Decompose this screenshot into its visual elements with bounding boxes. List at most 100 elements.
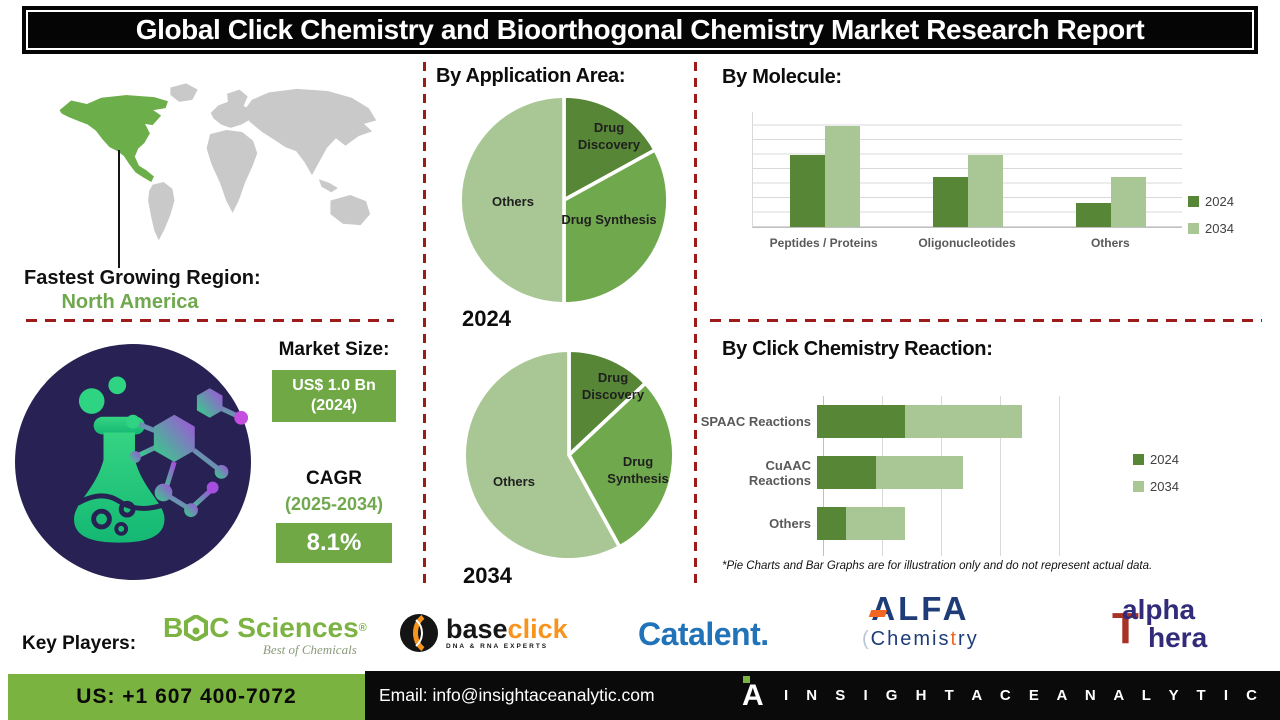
application-section-heading: By Application Area: <box>436 65 626 87</box>
cagr-value-box: 8.1% <box>276 523 392 563</box>
bar-track <box>817 405 1066 438</box>
pie-label-others: Others <box>493 474 535 489</box>
key-players-label: Key Players: <box>22 633 137 654</box>
logo-catalent: Catalent. <box>638 616 769 652</box>
pie-chart-2024: Drug Discovery Drug Synthesis Others <box>458 94 670 306</box>
bar-2034 <box>1110 176 1146 227</box>
chart-disclaimer: *Pie Charts and Bar Graphs are for illus… <box>722 560 1153 572</box>
baseclick-base: base <box>446 613 508 644</box>
row-label: CuAAC Reactions <box>748 457 811 488</box>
fastest-growing-region-label: Fastest Growing Region: <box>24 267 261 289</box>
pie-label-drug-discovery: Drug Discovery <box>577 120 641 152</box>
africa-region <box>206 129 258 213</box>
category-label: Others <box>1090 236 1130 250</box>
reaction-row: Others <box>700 507 1180 540</box>
legend-swatch <box>1133 454 1144 465</box>
fastest-growing-region-value: North America <box>61 291 199 313</box>
reaction-row: CuAAC Reactions <box>700 456 1180 489</box>
legend-label: 2034 <box>1205 221 1234 236</box>
pie-label-drug-synthesis: Drug Synthesis <box>561 212 657 227</box>
registered-mark: ® <box>358 622 367 634</box>
bar-group <box>1075 112 1146 227</box>
bar-2034 <box>824 126 860 227</box>
asia-region <box>243 88 377 176</box>
legend-item: 2024 <box>1133 452 1179 467</box>
alfa-orange-accent <box>868 610 888 617</box>
alfa-chemis: Chemis <box>870 628 951 650</box>
bar-group <box>932 112 1003 227</box>
insight-ace-wordmark: I N S I G H T A C E A N A L Y T I C <box>783 687 1264 704</box>
australia-region <box>330 195 371 226</box>
legend-item: 2034 <box>1188 221 1234 236</box>
cagr-period: (2025-2034) <box>284 494 384 514</box>
bar-2034 <box>967 155 1003 227</box>
segment-2024 <box>817 507 847 540</box>
north-america-region <box>59 95 168 183</box>
market-size-label: Market Size: <box>278 339 390 360</box>
segment-2034 <box>904 405 1023 438</box>
row-label: SPAAC Reactions <box>700 414 811 429</box>
baseclick-tagline: DNA & RNA EXPERTS <box>446 642 549 650</box>
south-america-region <box>148 182 175 241</box>
legend-label: 2024 <box>1205 194 1234 209</box>
market-size-value-box: US$ 1.0 Bn (2024) <box>272 370 396 422</box>
logo-baseclick: baseclick DNA & RNA EXPERTS <box>398 612 568 654</box>
email-address: Email: info@insightaceanalytic.com <box>379 685 655 705</box>
world-map-svg <box>59 83 377 241</box>
legend-swatch <box>1188 223 1199 234</box>
alphathera-hera: hera <box>1148 622 1208 653</box>
segment-2024 <box>817 405 905 438</box>
title-bar-border: Global Click Chemistry and Bioorthogonal… <box>26 10 1254 50</box>
footer-contact-bar: Email: info@insightaceanalytic.com A I N… <box>365 671 1280 720</box>
alphathera-alpha: alpha <box>1122 594 1196 625</box>
application-2024-pie-svg <box>458 94 670 306</box>
boc-letter-b: B <box>163 612 184 643</box>
pie-chart-2034: Drug Discovery Drug Synthesis Others <box>462 348 676 562</box>
baseclick-click: click <box>507 613 568 644</box>
reaction-bar-chart: SPAAC Reactions CuAAC Reactions Others <box>700 392 1180 556</box>
cagr-value: 8.1% <box>306 529 362 556</box>
phone-number: US: +1 607 400-7072 <box>76 685 297 708</box>
bar-2024 <box>932 176 968 227</box>
molecule-category-labels: Peptides / Proteins Oligonucleotides Other… <box>752 236 1182 250</box>
legend-swatch <box>1133 481 1144 492</box>
boc-wordmark-rest: C Sciences <box>209 612 359 643</box>
reaction-section-heading: By Click Chemistry Reaction: <box>722 338 993 360</box>
segment-2034 <box>875 456 964 489</box>
category-label: Oligonucleotides <box>918 236 1016 250</box>
alphathera-red-t: T <box>1112 604 1139 653</box>
boc-wordmark: B C Sciences ® <box>163 612 367 644</box>
logo-alphathera: T alpha hera <box>1106 594 1266 658</box>
alfa-paren: ( <box>862 628 871 650</box>
divider-horizontal-left <box>26 319 394 322</box>
page-title: Global Click Chemistry and Bioorthogonal… <box>135 14 1145 45</box>
reaction-row: SPAAC Reactions <box>700 405 1180 438</box>
region-pointer-line <box>118 150 120 268</box>
bar-2024 <box>789 155 825 227</box>
cagr-label: CAGR <box>306 468 362 489</box>
title-bar: Global Click Chemistry and Bioorthogonal… <box>22 6 1258 54</box>
bar-group <box>789 112 860 227</box>
alfa-ry: ry <box>958 628 979 650</box>
molecule-legend: 2024 2034 <box>1188 194 1234 236</box>
logo-letter-a: A <box>741 678 764 712</box>
application-2034-pie-svg <box>462 348 676 562</box>
pie-year-2024: 2024 <box>462 306 511 331</box>
logo-alfa-chemistry: ALFA (Chemistry <box>862 590 979 651</box>
alfa-wordmark: ALFA <box>862 590 979 628</box>
divider-horizontal-right <box>710 319 1262 322</box>
boc-tagline: Best of Chemicals <box>262 642 357 657</box>
seasia-region <box>318 179 338 193</box>
insight-ace-brand: A I N S I G H T A C E A N A L Y T I C <box>741 675 1264 713</box>
divider-vertical-left <box>423 62 426 590</box>
segment-2034 <box>846 507 905 540</box>
europe-region <box>210 89 253 128</box>
alfa-chemistry-text: (Chemistry <box>862 628 979 651</box>
divider-vertical-right <box>694 62 697 590</box>
molecule-section-heading: By Molecule: <box>722 66 842 88</box>
logo-green-dot <box>742 675 750 683</box>
alfa-orange-t: t <box>950 628 959 650</box>
logo-boc-sciences: B C Sciences ® Best of Chemicals <box>163 612 367 658</box>
pie-year-2034: 2034 <box>463 563 512 588</box>
